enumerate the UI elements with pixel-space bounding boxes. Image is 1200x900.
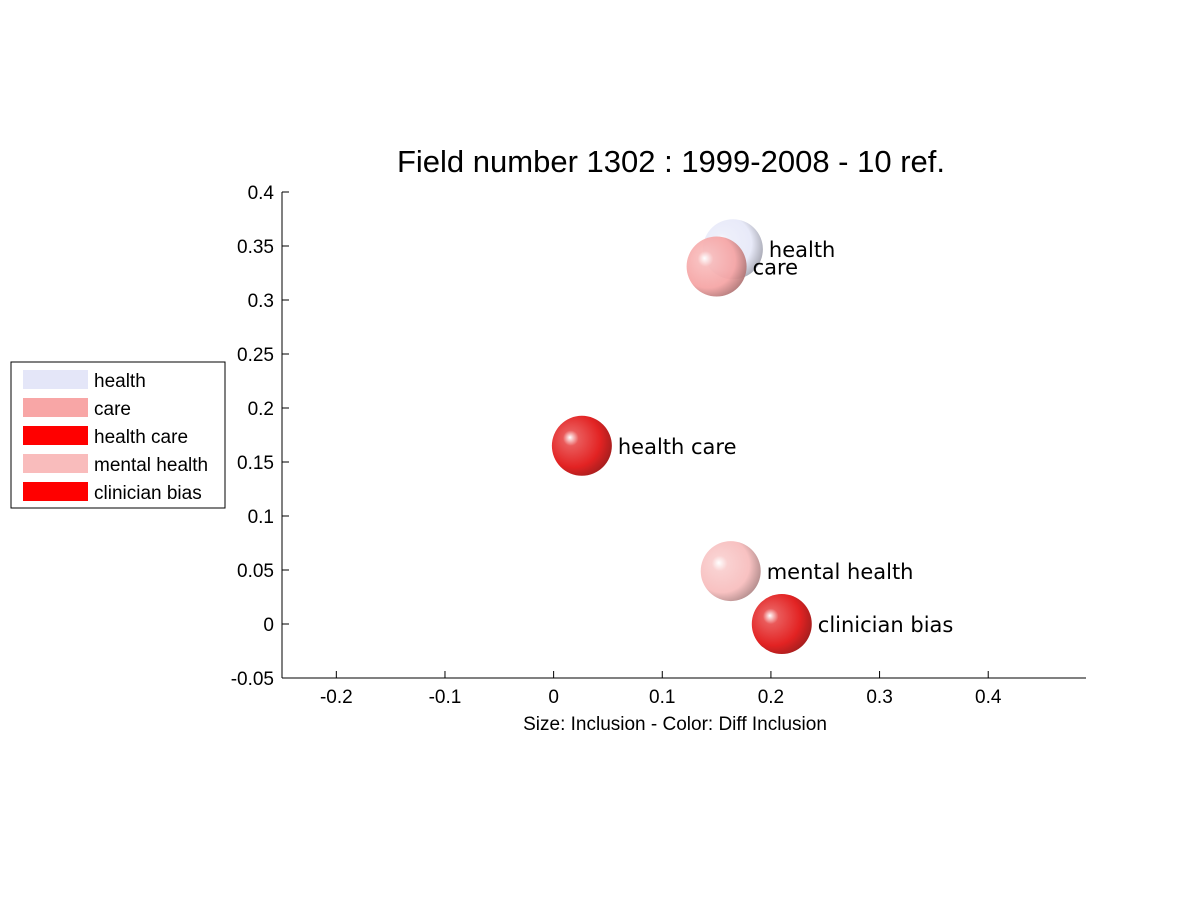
x-tick-label: -0.2 xyxy=(320,687,353,708)
x-tick-label: 0.1 xyxy=(649,687,675,708)
legend-label: clinician bias xyxy=(94,483,202,504)
point-label: clinician bias xyxy=(818,613,954,637)
point-label: mental health xyxy=(767,560,914,584)
point-label: health care xyxy=(618,435,737,459)
bubble-point xyxy=(551,415,612,476)
y-tick-label: 0.05 xyxy=(237,561,274,582)
y-tick-label: 0.25 xyxy=(237,345,274,366)
y-tick-label: 0.3 xyxy=(248,291,274,312)
legend-label: health xyxy=(94,371,146,392)
y-tick-label: 0.4 xyxy=(248,183,275,204)
x-tick-label: 0.2 xyxy=(758,687,784,708)
x-tick-label: 0.4 xyxy=(975,687,1002,708)
y-tick-label: 0.35 xyxy=(237,237,274,258)
x-tick-label: 0 xyxy=(548,687,559,708)
x-tick-label: -0.1 xyxy=(429,687,462,708)
chart-title: Field number 1302 : 1999-2008 - 10 ref. xyxy=(397,144,945,179)
bubble-point xyxy=(700,541,761,602)
legend-swatch xyxy=(23,398,88,417)
legend-swatch xyxy=(23,482,88,501)
legend-swatch xyxy=(23,370,88,389)
legend-swatch xyxy=(23,454,88,473)
y-tick-label: 0.2 xyxy=(248,399,274,420)
legend-label: mental health xyxy=(94,455,208,476)
y-tick-label: 0.15 xyxy=(237,453,274,474)
point-label: health xyxy=(769,238,835,262)
legend-label: health care xyxy=(94,427,188,448)
x-tick-label: 0.3 xyxy=(866,687,892,708)
point-label: care xyxy=(753,256,799,280)
y-tick-label: -0.05 xyxy=(231,669,274,690)
legend-swatch xyxy=(23,426,88,445)
x-axis-label: Size: Inclusion - Color: Diff Inclusion xyxy=(523,714,827,735)
legend: health care health care mental health clinic… xyxy=(10,361,226,509)
y-tick-label: 0.1 xyxy=(248,507,274,528)
legend-label: care xyxy=(94,399,131,420)
bubble-point xyxy=(751,594,812,654)
bubble-point xyxy=(686,236,747,297)
plot-axes: -0.05 0 0.05 0.1 0.15 0.2 0.25 0.3 0.35 0.4 -0.2 -0… xyxy=(231,183,1086,708)
y-tick-label: 0 xyxy=(263,615,274,636)
